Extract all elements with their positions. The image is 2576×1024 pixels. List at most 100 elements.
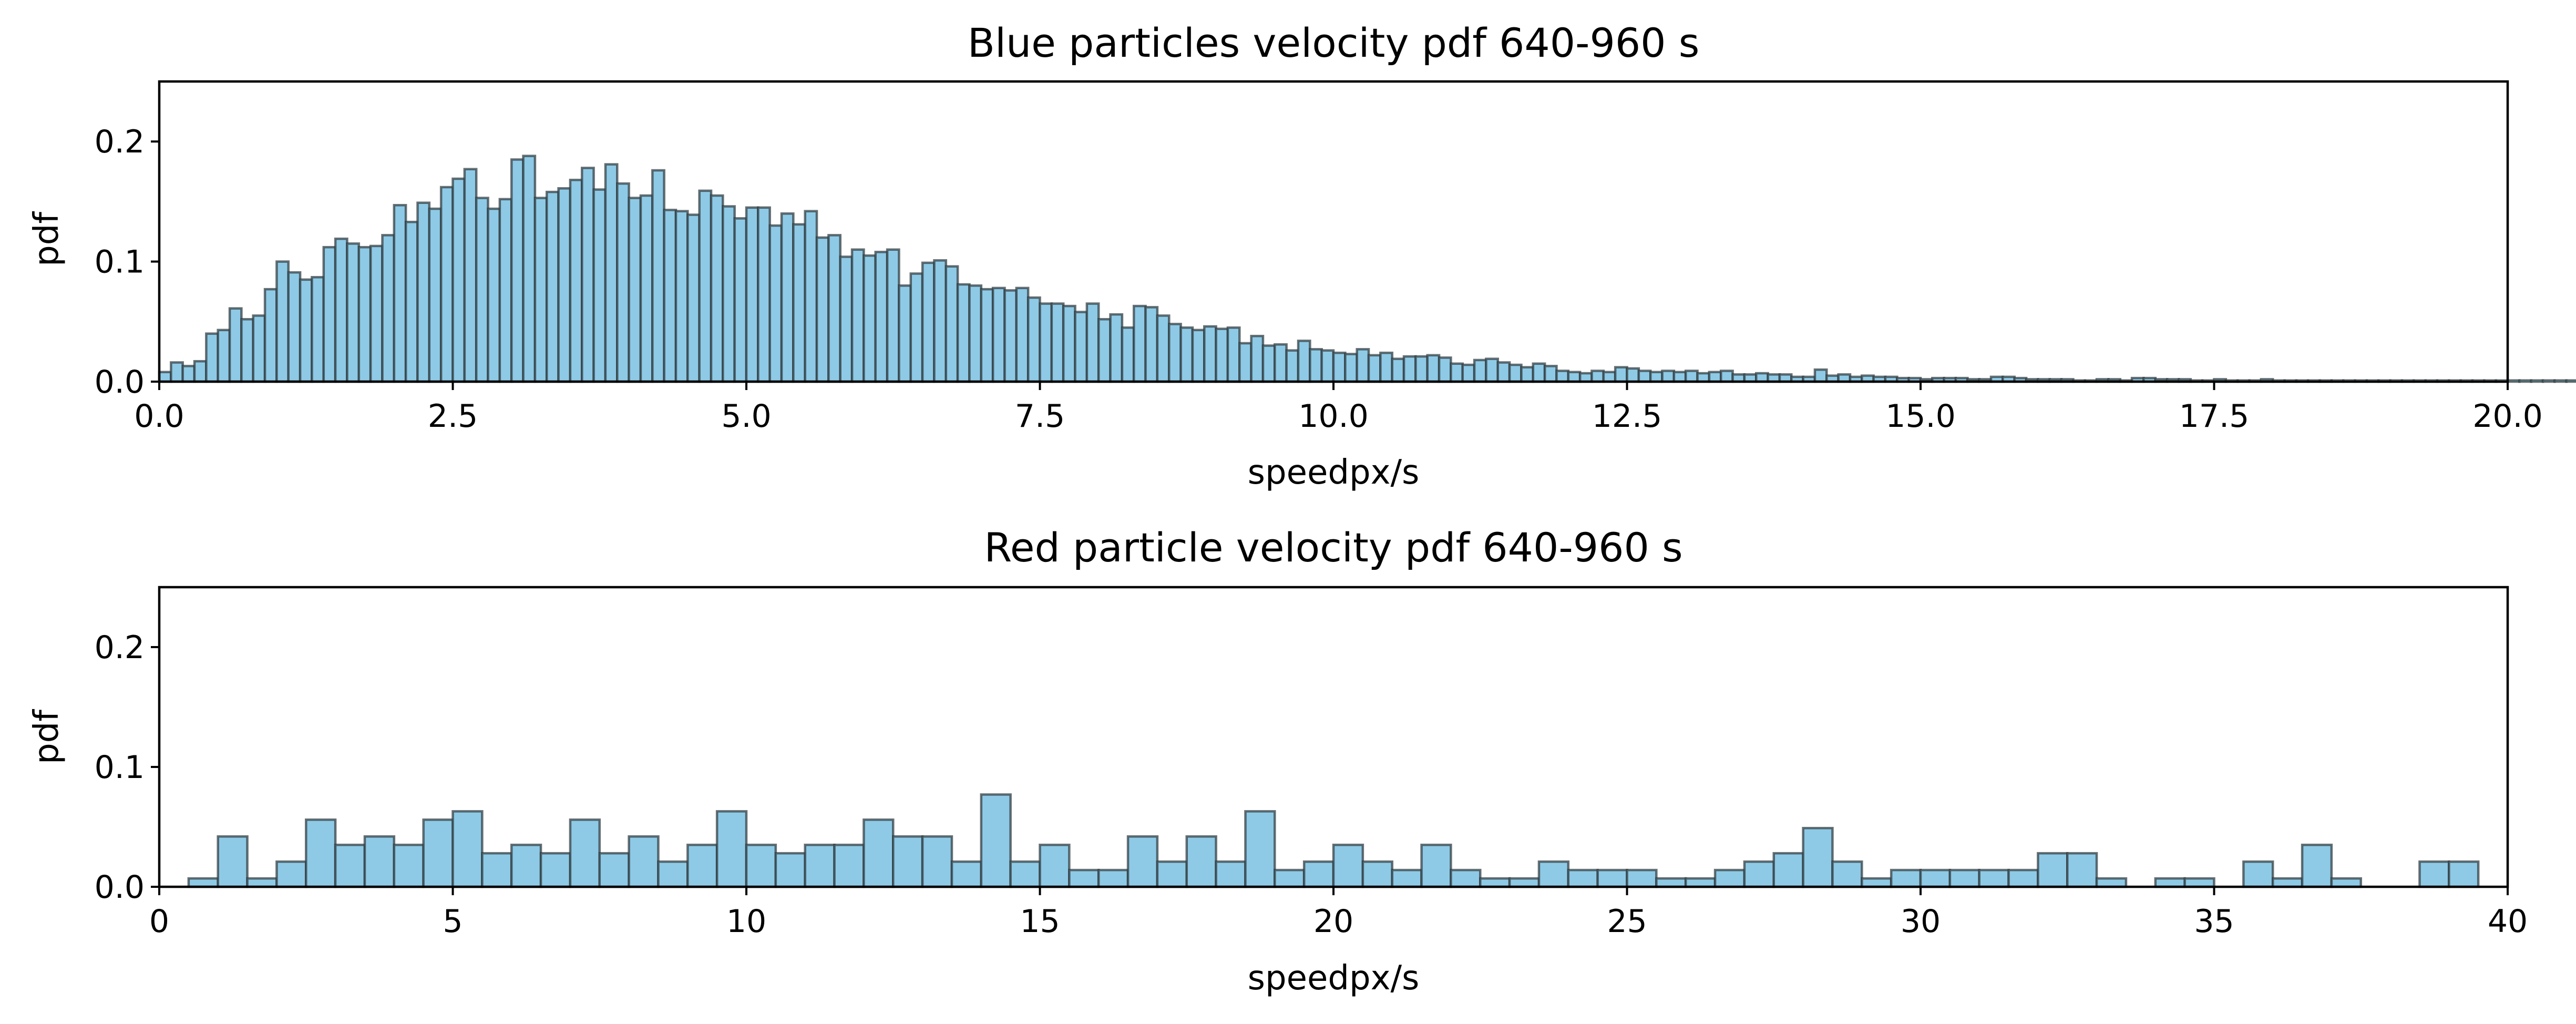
x-axis-ticks: 0 5 10 15 20 25 30 35 40 xyxy=(149,887,2528,940)
y-axis-ticks: 0.0 0.1 0.2 xyxy=(95,124,159,401)
histogram-bar xyxy=(592,188,607,383)
histogram-bar xyxy=(2506,379,2521,383)
x-tick-label: 15.0 xyxy=(1885,398,1956,435)
histogram-bar xyxy=(187,877,219,888)
x-tick-label: 0 xyxy=(149,903,169,940)
histogram-bar xyxy=(2242,860,2274,888)
histogram-bar xyxy=(616,182,630,383)
histogram-bar xyxy=(909,272,924,383)
y-axis-label: pdf xyxy=(27,211,66,267)
histogram-bar xyxy=(1508,363,1523,383)
histogram-bar xyxy=(715,810,748,888)
histogram-bar xyxy=(1567,371,1582,383)
y-axis-label: pdf xyxy=(27,709,66,764)
x-tick-label: 17.5 xyxy=(2179,398,2250,435)
histogram-bar xyxy=(1772,852,1804,888)
histogram-bar xyxy=(1461,363,1476,383)
histogram-bar xyxy=(1226,326,1241,383)
chart-title: Red particle velocity pdf 640-960 s xyxy=(984,524,1682,571)
histogram-bar xyxy=(1302,860,1335,888)
histogram-bar xyxy=(475,197,489,383)
histogram-bar xyxy=(1420,843,1452,888)
histogram-bar xyxy=(1027,296,1041,383)
histogram-bar xyxy=(1085,302,1100,383)
histogram-bar xyxy=(1537,860,1570,888)
y-tick-label: 0.0 xyxy=(95,364,145,401)
histogram-bar xyxy=(1332,351,1347,383)
plot-frame xyxy=(158,80,2509,383)
y-tick-label: 0.1 xyxy=(95,244,145,281)
histogram-bar xyxy=(1309,348,1323,383)
histogram-bar xyxy=(1485,357,1500,383)
histogram-bar xyxy=(733,217,748,383)
histogram-bar xyxy=(1508,877,1541,888)
histogram-bar xyxy=(1320,349,1335,383)
histogram-bar xyxy=(2271,877,2304,888)
histogram-bar xyxy=(404,220,419,383)
histogram-bar xyxy=(1655,877,1687,888)
histogram-bar xyxy=(1003,289,1018,383)
histogram-bar xyxy=(569,818,601,888)
histogram-bar xyxy=(886,248,900,383)
histogram-bar xyxy=(1367,354,1382,383)
histogram-bar xyxy=(1813,368,1828,383)
y-axis-ticks: 0.0 0.1 0.2 xyxy=(95,629,159,906)
histogram-bar xyxy=(240,318,254,383)
histogram-bar xyxy=(481,852,513,888)
histogram-bar xyxy=(1948,868,1980,888)
histogram-bar xyxy=(369,244,384,383)
histogram-bar xyxy=(1649,371,1664,383)
histogram-bar xyxy=(357,245,372,383)
histogram-bar xyxy=(381,234,396,383)
histogram-bar xyxy=(1450,362,1464,383)
x-axis-label: speedpx/s xyxy=(1248,959,1420,998)
histogram-bar xyxy=(393,843,425,888)
histogram-bar xyxy=(1132,304,1147,383)
histogram-bar xyxy=(1684,370,1699,383)
x-tick-label: 0.0 xyxy=(134,398,184,435)
x-tick-label: 10 xyxy=(726,903,766,940)
histogram-bar xyxy=(839,255,854,383)
histogram-bar xyxy=(604,163,619,383)
histogram-bar xyxy=(815,236,830,383)
blue-velocity-panel: Blue particles velocity pdf 640-960 s 0.… xyxy=(27,19,2576,492)
histogram-bar xyxy=(2301,843,2333,888)
histogram-bar xyxy=(510,158,525,383)
histogram-bar xyxy=(1555,370,1570,383)
histogram-bar xyxy=(710,194,724,383)
x-tick-label: 30 xyxy=(1901,903,1941,940)
histogram-bar xyxy=(1179,326,1194,383)
histogram-bar xyxy=(1831,860,1863,888)
histogram-bar xyxy=(1244,810,1276,888)
histogram-bar xyxy=(1050,302,1065,383)
histogram-bar xyxy=(2037,852,2069,888)
histogram-bar xyxy=(1684,877,1717,888)
bars xyxy=(158,155,2576,383)
histogram-bar xyxy=(275,860,307,888)
histogram-bar xyxy=(674,210,689,383)
histogram-bar xyxy=(1121,326,1135,383)
histogram-bar xyxy=(545,190,560,383)
histogram-bar xyxy=(804,210,818,383)
x-tick-label: 5.0 xyxy=(721,398,771,435)
histogram-bar xyxy=(346,242,361,383)
histogram-bar xyxy=(1567,868,1599,888)
histogram-bar xyxy=(1890,868,1922,888)
histogram-bar xyxy=(1167,323,1182,383)
histogram-bar xyxy=(305,818,337,888)
histogram-bar xyxy=(2066,852,2098,888)
histogram-bar xyxy=(1719,370,1734,383)
histogram-bar xyxy=(1039,302,1053,383)
histogram-bar xyxy=(1156,860,1188,888)
histogram-bar xyxy=(1250,334,1265,383)
x-tick-label: 20 xyxy=(1313,903,1353,940)
histogram-bar xyxy=(1713,868,1746,888)
histogram-bar xyxy=(2553,379,2568,383)
histogram-bar xyxy=(1614,366,1628,383)
histogram-bar xyxy=(628,197,642,383)
histogram-bar xyxy=(299,278,313,383)
histogram-bar xyxy=(745,206,760,383)
histogram-bar xyxy=(833,843,865,888)
histogram-bar xyxy=(1708,371,1722,383)
histogram-bar xyxy=(1520,366,1535,383)
